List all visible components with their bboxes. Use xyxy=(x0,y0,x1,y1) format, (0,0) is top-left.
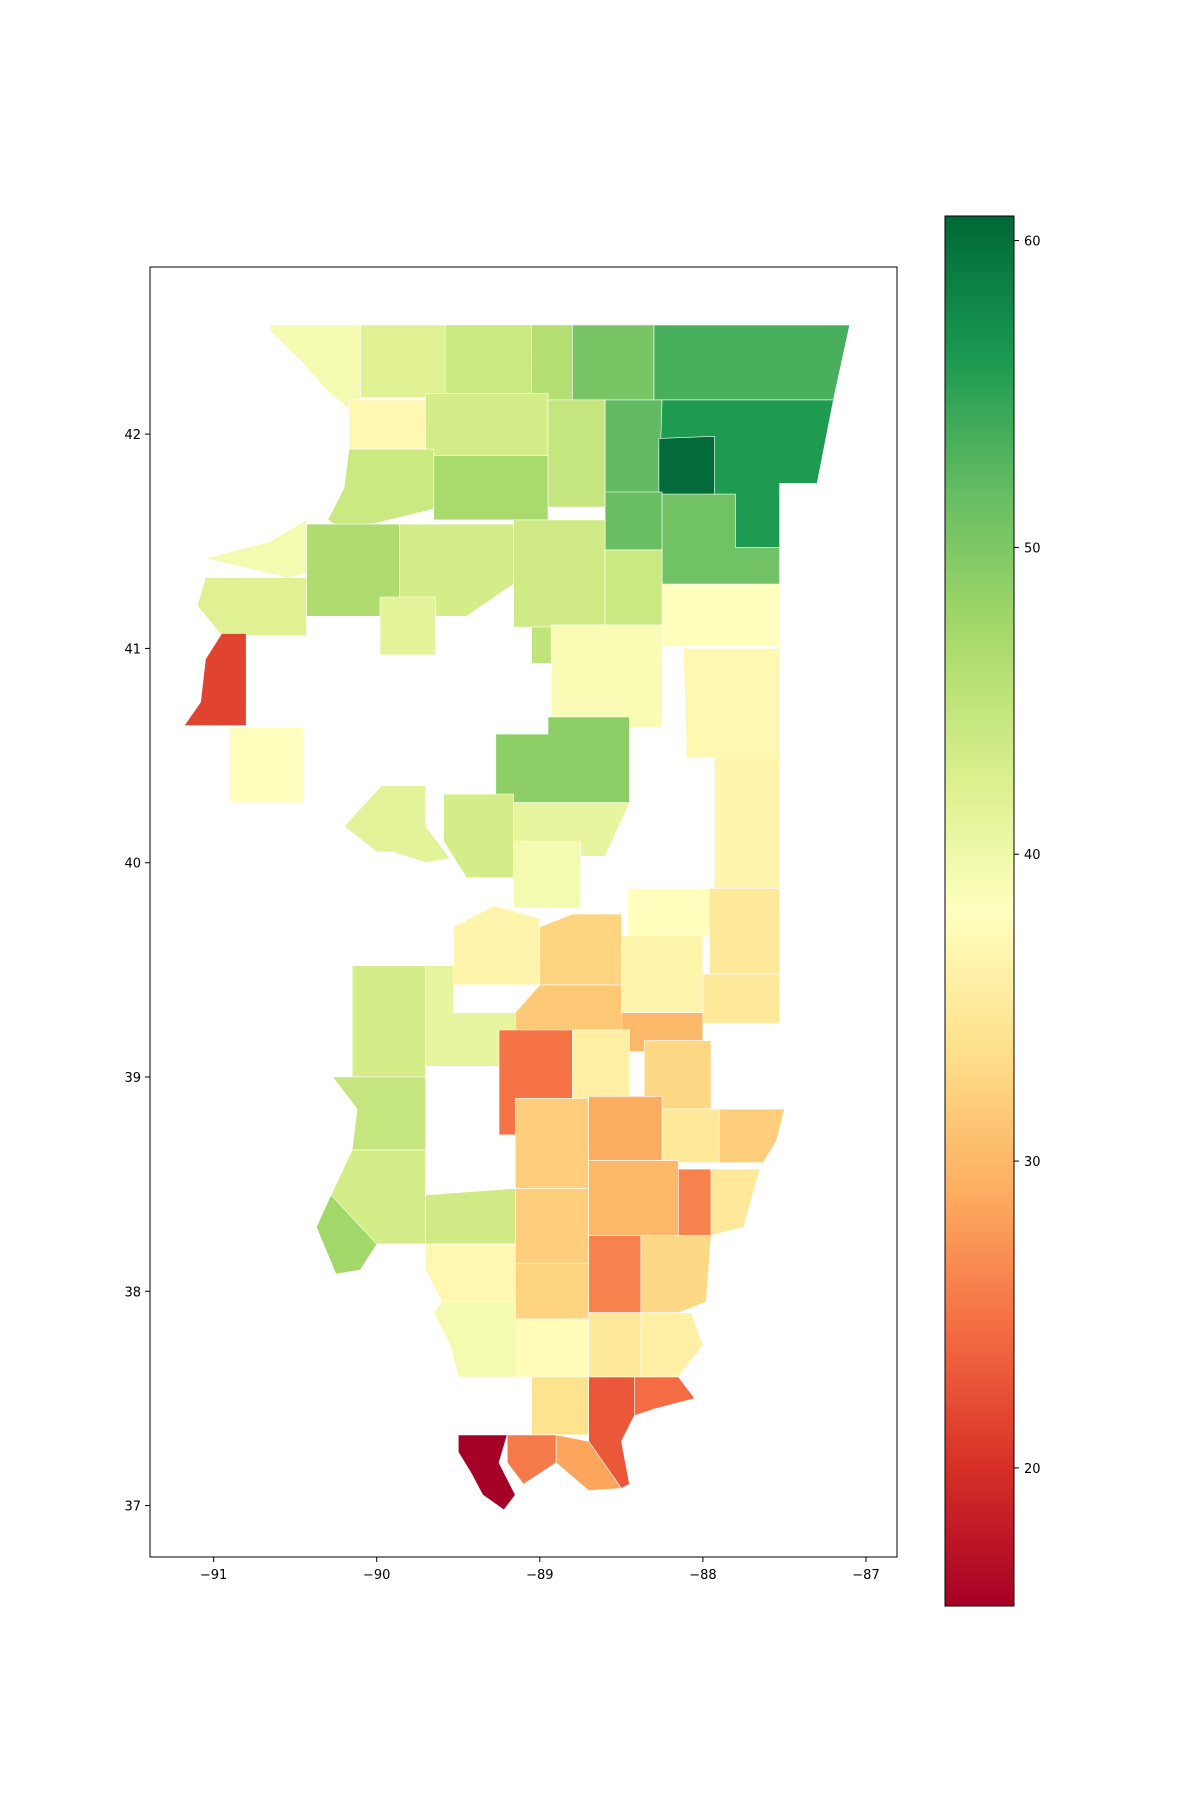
y-tick-label: 40 xyxy=(124,857,141,872)
map-region xyxy=(661,583,780,647)
map-region xyxy=(514,1318,590,1378)
colorbar-tick-label: 60 xyxy=(1024,235,1041,250)
colorbar-tick-label: 50 xyxy=(1024,541,1041,556)
colorbar-axis: 20 30 40 50 60 xyxy=(1014,235,1041,1477)
map-region xyxy=(588,1235,642,1313)
map-region xyxy=(718,1108,785,1163)
map-regions xyxy=(184,324,851,1511)
map-region xyxy=(457,1434,516,1511)
map-region xyxy=(640,1235,712,1313)
map-region xyxy=(640,1312,704,1378)
x-tick-label: −88 xyxy=(689,1568,716,1583)
y-axis: 37 38 39 40 41 42 xyxy=(124,428,150,1515)
x-axis: −91 −90 −89 −88 −87 xyxy=(200,1557,880,1583)
map-region xyxy=(514,1098,590,1189)
map-region xyxy=(713,757,780,889)
map-region xyxy=(197,577,307,636)
map-region xyxy=(379,596,436,656)
map-region xyxy=(710,1168,761,1236)
x-tick-label: −90 xyxy=(363,1568,390,1583)
map-region xyxy=(360,324,446,399)
y-tick-label: 42 xyxy=(124,428,141,443)
map-region xyxy=(348,399,426,450)
map-region xyxy=(351,965,426,1078)
map-region xyxy=(506,1434,557,1485)
map-region xyxy=(531,324,573,401)
colorbar-tick-label: 30 xyxy=(1024,1155,1041,1170)
map-region xyxy=(588,1160,679,1236)
map-region xyxy=(514,1188,590,1264)
map-region xyxy=(425,393,549,456)
map-region xyxy=(343,785,451,864)
map-region xyxy=(661,1108,720,1163)
map-region xyxy=(433,455,549,521)
map-region xyxy=(531,626,552,664)
y-tick-label: 39 xyxy=(124,1071,141,1086)
map-region xyxy=(604,491,663,551)
map-region xyxy=(514,1263,590,1320)
map-region xyxy=(547,399,606,508)
y-tick-label: 37 xyxy=(124,1500,141,1515)
y-tick-label: 38 xyxy=(124,1285,141,1300)
map-region xyxy=(444,324,533,401)
map-region xyxy=(443,793,515,879)
map-region xyxy=(531,1376,590,1436)
map-region xyxy=(513,840,581,909)
map-region xyxy=(682,648,780,759)
x-tick-label: −89 xyxy=(526,1568,553,1583)
map-region xyxy=(550,624,663,729)
map-axes-frame xyxy=(149,266,898,1558)
map-region xyxy=(678,1168,712,1236)
map-region xyxy=(604,399,663,501)
map-region xyxy=(433,1301,516,1378)
map-region xyxy=(184,633,247,726)
colorbar xyxy=(944,215,1015,1607)
map-region xyxy=(425,1188,516,1245)
map-region xyxy=(316,1194,378,1275)
map-region xyxy=(627,888,715,936)
map-region xyxy=(653,324,851,401)
map-region xyxy=(572,324,655,401)
map-region xyxy=(702,973,780,1024)
map-region xyxy=(588,1312,642,1378)
map-region xyxy=(634,1376,696,1416)
colorbar-tick-label: 40 xyxy=(1024,848,1041,863)
map-region xyxy=(621,935,704,1014)
map-region xyxy=(513,519,606,628)
map-region xyxy=(229,727,304,804)
map-region xyxy=(588,1096,663,1161)
map-region xyxy=(425,1243,516,1303)
map-region xyxy=(604,549,663,628)
x-tick-label: −87 xyxy=(852,1568,879,1583)
y-tick-label: 41 xyxy=(124,642,141,657)
map-region xyxy=(539,913,622,986)
colorbar-tick-label: 20 xyxy=(1024,1462,1041,1477)
map-region xyxy=(709,888,780,975)
map-region xyxy=(453,905,541,986)
x-tick-label: −91 xyxy=(200,1568,227,1583)
